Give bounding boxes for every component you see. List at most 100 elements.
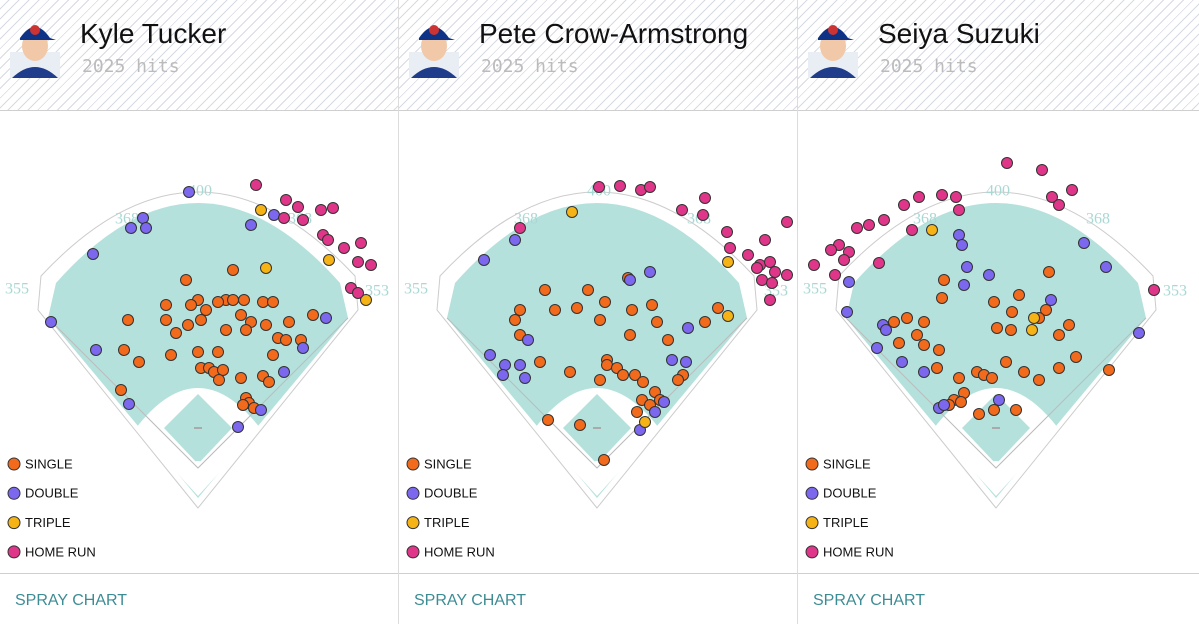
hit-dot: [631, 406, 643, 418]
hit-dot: [936, 292, 948, 304]
hit-dot: [901, 312, 913, 324]
hit-dot: [766, 277, 778, 289]
hit-dot: [192, 346, 204, 358]
hit-dot: [781, 216, 793, 228]
hit-dot: [676, 204, 688, 216]
hit-dot: [629, 369, 641, 381]
hit-dot: [260, 262, 272, 274]
legend-label: HOME RUN: [25, 544, 96, 559]
hit-dot: [764, 256, 776, 268]
hit-dot: [509, 314, 521, 326]
hit-dot: [542, 414, 554, 426]
hit-dot: [658, 396, 670, 408]
legend-label: DOUBLE: [25, 486, 79, 501]
hit-dot: [598, 454, 610, 466]
panel-header: Pete Crow-Armstrong 2025 hits: [399, 0, 797, 111]
hit-dot: [1036, 164, 1048, 176]
hit-dot: [898, 199, 910, 211]
hit-dot: [918, 316, 930, 328]
hit-dot: [1148, 284, 1160, 296]
hit-dot: [651, 316, 663, 328]
hit-dot: [614, 180, 626, 192]
hit-dot: [958, 279, 970, 291]
home-circle: [187, 461, 209, 483]
pitchers-mound: [992, 427, 1000, 429]
outfield: [447, 203, 747, 498]
hit-dot: [255, 404, 267, 416]
legend-swatch: [805, 516, 819, 530]
hit-dot: [327, 202, 339, 214]
hit-dot: [639, 416, 651, 428]
hit-dot: [1033, 374, 1045, 386]
footer-label: SPRAY CHART: [813, 592, 926, 609]
hit-dot: [240, 324, 252, 336]
hit-dot: [896, 356, 908, 368]
fence-distance: 400: [986, 183, 1010, 200]
foul-lines: [845, 317, 1147, 469]
hit-dot: [1026, 324, 1038, 336]
spray-chart: 355 368 400 368 353 SINGLE DOUBLE TRIPLE HOME RU…: [803, 157, 1187, 559]
hit-dot: [165, 349, 177, 361]
hit-dot: [232, 421, 244, 433]
hit-dot: [680, 356, 692, 368]
legend-swatch: [406, 516, 420, 530]
hit-dot: [1066, 184, 1078, 196]
hit-dot: [140, 222, 152, 234]
foul-lines: [47, 317, 349, 469]
hit-dot: [267, 296, 279, 308]
hit-dot: [90, 344, 102, 356]
hit-dot: [722, 310, 734, 322]
hit-dot: [227, 294, 239, 306]
hit-dot: [764, 294, 776, 306]
hit-dot: [315, 204, 327, 216]
hit-dot: [1028, 312, 1040, 324]
player-avatar: [405, 12, 463, 83]
hit-dot: [245, 219, 257, 231]
player-avatar: [6, 12, 64, 83]
hit-dot: [322, 234, 334, 246]
hit-dot: [237, 399, 249, 411]
hit-dot: [522, 334, 534, 346]
hit-dot: [893, 337, 905, 349]
hit-dot: [260, 319, 272, 331]
hit-dot: [212, 296, 224, 308]
hit-dot: [352, 256, 364, 268]
hit-dot: [297, 342, 309, 354]
hit-dot: [238, 294, 250, 306]
hit-dot: [509, 234, 521, 246]
hit-dot: [983, 269, 995, 281]
hit-dot: [624, 329, 636, 341]
hit-dot: [863, 219, 875, 231]
hit-dot: [115, 384, 127, 396]
hit-dot: [514, 222, 526, 234]
hit-dot: [1103, 364, 1115, 376]
hit-dot: [235, 372, 247, 384]
legend-label: SINGLE: [823, 456, 871, 471]
hit-dot: [514, 304, 526, 316]
hit-dot: [564, 366, 576, 378]
hit-dot: [666, 354, 678, 366]
hit-dot: [878, 214, 890, 226]
hit-dot: [1070, 351, 1082, 363]
hit-dot: [220, 324, 232, 336]
subtitle: 2025 hits: [880, 56, 978, 77]
player-avatar: [804, 12, 862, 83]
hit-dot: [217, 364, 229, 376]
hit-dot: [724, 242, 736, 254]
fence-distance: 368: [1086, 211, 1110, 228]
hit-dot: [759, 234, 771, 246]
hit-dot: [180, 274, 192, 286]
hit-dot: [1046, 191, 1058, 203]
hit-dot: [873, 257, 885, 269]
legend-swatch: [805, 486, 819, 500]
hit-dot: [601, 359, 613, 371]
hit-dot: [182, 319, 194, 331]
home-circle: [985, 461, 1007, 483]
hit-dot: [742, 249, 754, 261]
hit-dot: [133, 356, 145, 368]
legend-swatch: [406, 486, 420, 500]
hit-dot: [323, 254, 335, 266]
hit-dot: [697, 209, 709, 221]
legend-swatch: [406, 457, 420, 471]
hit-dot: [571, 302, 583, 314]
